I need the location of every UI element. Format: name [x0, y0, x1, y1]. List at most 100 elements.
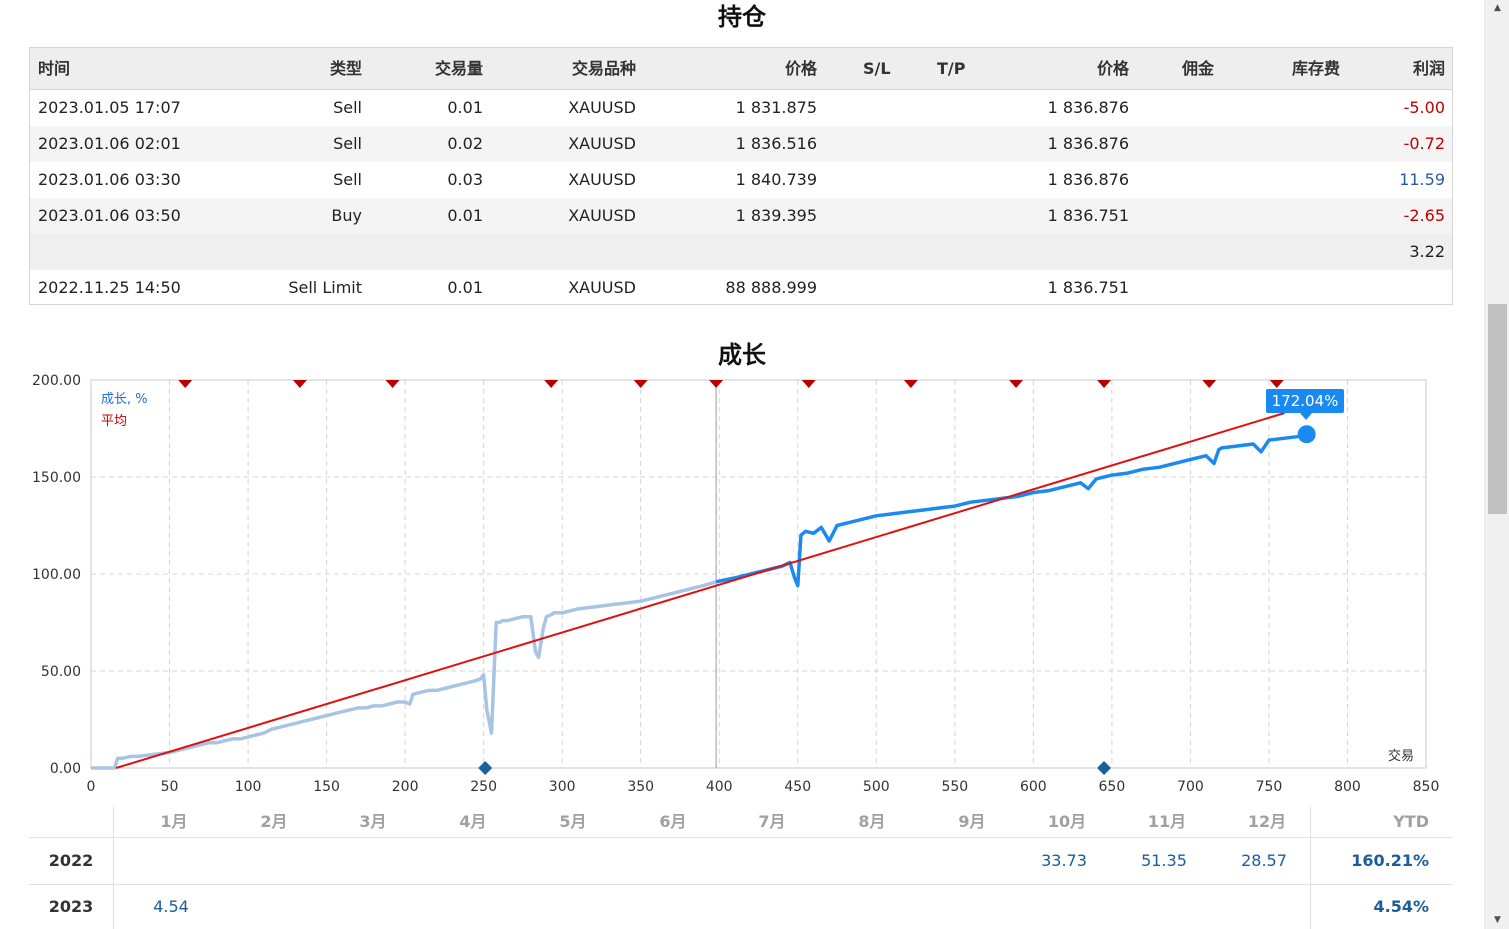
x-tick-label: 550 [941, 779, 968, 795]
x-tick-label: 400 [706, 779, 733, 795]
row-price: 1 836.516 [735, 134, 817, 153]
positions-title: 持仓 [718, 3, 766, 31]
legend-growth: 成长, % [101, 392, 148, 407]
divider [113, 806, 114, 929]
y-tick-label: 100.00 [32, 567, 81, 583]
monthly-header-row: 1月 2月 3月 4月 5月 6月 7月 8月 9月 10月 11月 12月 Y… [29, 806, 1453, 838]
row-price2: 1 836.751 [1047, 278, 1129, 297]
month-label: 8月 [858, 812, 886, 831]
legend-average: 平均 [101, 414, 128, 429]
x-tick-label: 350 [627, 779, 654, 795]
col-swap: 库存费 [1291, 59, 1340, 78]
vertical-scrollbar[interactable]: ▲ ▼ [1484, 0, 1509, 929]
row-profit: -2.65 [1403, 206, 1445, 225]
top-event-marker [385, 380, 400, 388]
x-tick-label: 50 [161, 779, 179, 795]
col-profit: 利润 [1412, 59, 1445, 78]
growth-chart: 0.00 50.00 100.00 150.00 200.00 0 50 100 150 200 2… [32, 373, 1439, 795]
row-volume: 0.03 [447, 170, 483, 189]
position-row: 2023.01.06 03:50 Buy 0.01 XAUUSD 1 839.3… [30, 198, 1452, 234]
top-event-marker [633, 380, 648, 388]
col-commission: 佣金 [1182, 59, 1215, 78]
row-profit: -5.00 [1403, 98, 1445, 117]
row-volume: 0.01 [447, 278, 483, 297]
top-event-marker [903, 380, 918, 388]
average-line [115, 412, 1285, 769]
scroll-thumb[interactable] [1488, 304, 1507, 514]
col-type: 类型 [329, 59, 362, 78]
row-price2: 1 836.751 [1047, 206, 1129, 225]
x-tick-label: 200 [392, 779, 419, 795]
row-price2: 1 836.876 [1047, 98, 1129, 117]
bottom-event-marker [1097, 761, 1112, 775]
row-type: Buy [331, 206, 362, 225]
top-event-marker [292, 380, 307, 388]
ytd-value: 4.54% [1373, 897, 1429, 916]
month-label: 1月 [160, 812, 188, 831]
row-time: 2023.01.06 03:50 [38, 206, 181, 225]
scroll-down-arrow-icon[interactable]: ▼ [1494, 915, 1501, 925]
month-label: 9月 [958, 812, 986, 831]
row-time: 2023.01.06 03:30 [38, 170, 181, 189]
month-value: 51.35 [1141, 851, 1187, 870]
row-type: Sell [333, 134, 362, 153]
top-event-marker [1269, 380, 1284, 388]
monthly-row-2022: 2022 33.73 51.35 28.57 160.21% [29, 838, 1453, 885]
x-tick-label: 500 [863, 779, 890, 795]
row-volume: 0.02 [447, 134, 483, 153]
y-tick-label: 150.00 [32, 470, 81, 486]
y-tick-label: 0.00 [50, 761, 81, 777]
row-symbol: XAUUSD [568, 98, 636, 117]
growth-end-point [1297, 425, 1316, 444]
month-value: 28.57 [1241, 851, 1287, 870]
y-tick-label: 200.00 [32, 373, 81, 389]
positions-table: 时间 类型 交易量 交易品种 价格 S/L T/P 价格 佣金 库存费 利润 2… [29, 47, 1453, 305]
month-label: 5月 [559, 812, 587, 831]
growth-title: 成长 [718, 341, 766, 369]
row-volume: 0.01 [447, 206, 483, 225]
month-label: 10月 [1047, 812, 1087, 831]
col-sl: S/L [863, 59, 891, 78]
x-tick-label: 600 [1020, 779, 1047, 795]
position-row: 2023.01.06 02:01 Sell 0.02 XAUUSD 1 836.… [30, 126, 1452, 162]
x-tick-label: 450 [784, 779, 811, 795]
ytd-value: 160.21% [1351, 851, 1429, 870]
row-time: 2023.01.06 02:01 [38, 134, 181, 153]
x-tick-label: 800 [1334, 779, 1361, 795]
x-axis-label: 交易 [1388, 749, 1415, 764]
x-tick-label: 700 [1177, 779, 1204, 795]
row-price: 1 831.875 [735, 98, 817, 117]
month-label: 4月 [459, 812, 487, 831]
x-tick-label: 250 [470, 779, 497, 795]
row-time: 2022.11.25 14:50 [38, 278, 181, 297]
bottom-event-marker [478, 761, 493, 775]
monthly-row-2023: 2023 4.54 4.54% [29, 885, 1453, 929]
row-symbol: XAUUSD [568, 206, 636, 225]
x-tick-label: 0 [87, 779, 96, 795]
x-tick-label: 650 [1099, 779, 1126, 795]
top-event-marker [178, 380, 193, 388]
col-volume: 交易量 [434, 59, 483, 78]
position-row: 2023.01.06 03:30 Sell 0.03 XAUUSD 1 840.… [30, 162, 1452, 198]
month-value: 4.54 [153, 897, 189, 916]
x-tick-label: 300 [549, 779, 576, 795]
total-profit: 3.22 [1409, 242, 1445, 261]
growth-line-past [91, 580, 717, 770]
row-time: 2023.01.05 17:07 [38, 98, 181, 117]
month-label: 2月 [260, 812, 288, 831]
scroll-up-arrow-icon[interactable]: ▲ [1494, 3, 1501, 13]
row-price2: 1 836.876 [1047, 134, 1129, 153]
month-label: 3月 [359, 812, 387, 831]
row-profit: 11.59 [1399, 170, 1445, 189]
year-label: 2023 [48, 897, 94, 916]
row-type: Sell Limit [288, 278, 362, 297]
positions-header-row: 时间 类型 交易量 交易品种 价格 S/L T/P 价格 佣金 库存费 利润 [30, 48, 1452, 90]
top-event-marker [709, 380, 724, 388]
ytd-label: YTD [1393, 812, 1429, 831]
position-row: 2023.01.05 17:07 Sell 0.01 XAUUSD 1 831.… [30, 90, 1452, 126]
month-label: 6月 [659, 812, 687, 831]
row-symbol: XAUUSD [568, 278, 636, 297]
month-label: 7月 [758, 812, 786, 831]
x-tick-label: 750 [1256, 779, 1283, 795]
